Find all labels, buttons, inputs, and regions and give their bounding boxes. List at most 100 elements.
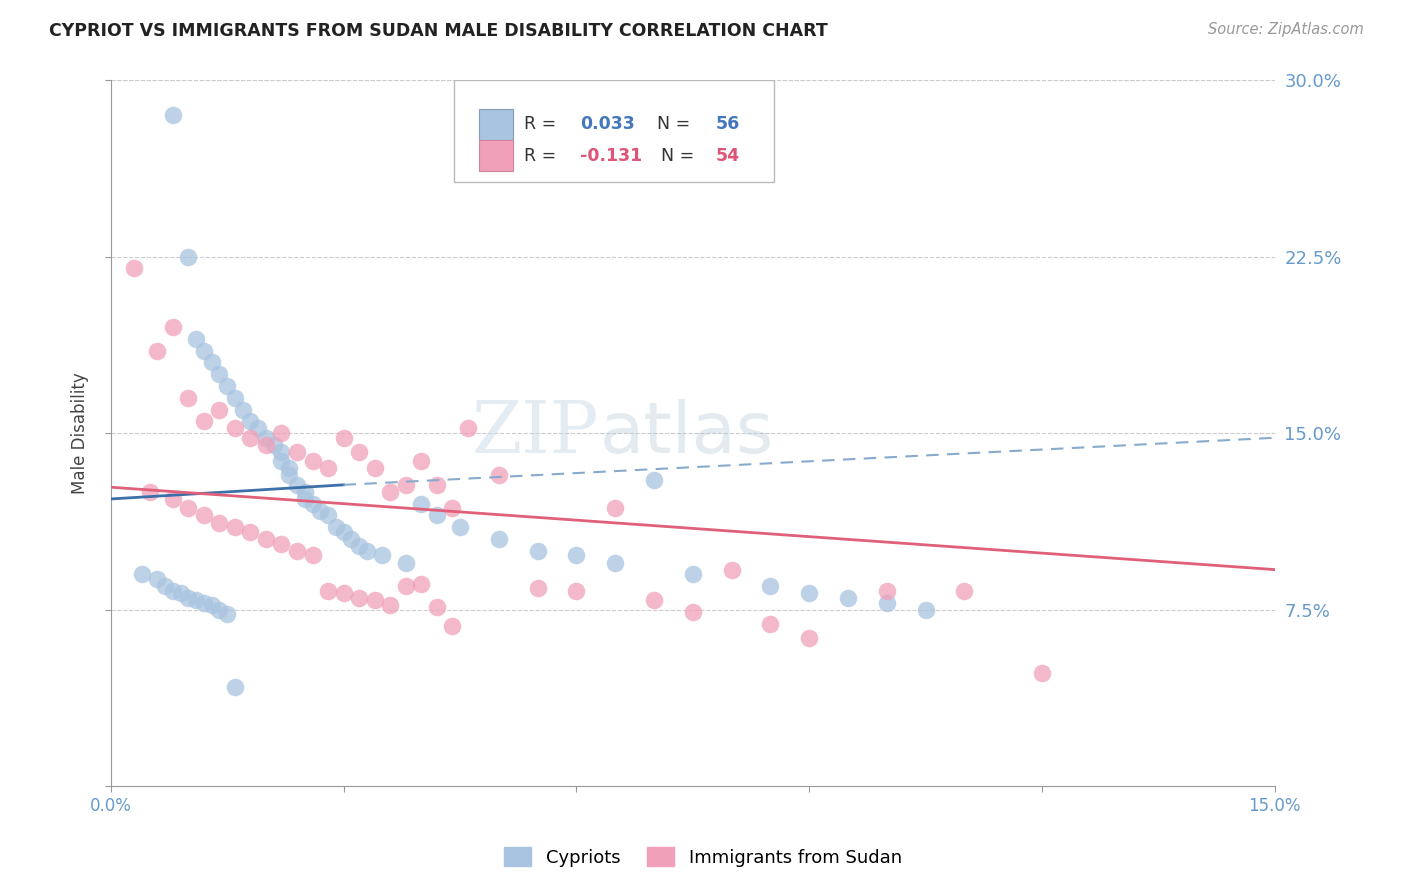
Point <box>208 602 231 616</box>
Point <box>193 414 215 428</box>
Point <box>488 532 510 546</box>
Point <box>332 586 354 600</box>
Point <box>457 421 479 435</box>
Point <box>441 501 464 516</box>
Legend: Cypriots, Immigrants from Sudan: Cypriots, Immigrants from Sudan <box>496 840 910 874</box>
Point <box>325 520 347 534</box>
Point <box>378 598 401 612</box>
Point <box>285 478 308 492</box>
Point <box>720 563 742 577</box>
Point <box>394 478 416 492</box>
Text: N =: N = <box>647 115 696 133</box>
Point <box>278 461 301 475</box>
Point <box>254 431 277 445</box>
Text: R =: R = <box>524 147 562 165</box>
Point <box>232 402 254 417</box>
Point <box>177 501 200 516</box>
Point <box>347 591 370 605</box>
Point <box>201 355 224 369</box>
Point <box>239 414 262 428</box>
Point <box>797 586 820 600</box>
Point <box>309 504 332 518</box>
Point <box>177 250 200 264</box>
Point <box>270 454 292 468</box>
Text: N =: N = <box>661 147 700 165</box>
Point <box>914 602 936 616</box>
Point <box>285 445 308 459</box>
Point <box>224 391 246 405</box>
Point <box>193 508 215 523</box>
Point <box>426 600 449 615</box>
Point <box>1031 666 1053 681</box>
Point <box>643 593 665 607</box>
Point <box>254 532 277 546</box>
Point <box>953 583 976 598</box>
Point <box>565 549 588 563</box>
Point <box>363 593 385 607</box>
Point <box>146 572 169 586</box>
Point <box>876 595 898 609</box>
Point <box>316 583 339 598</box>
Point <box>876 583 898 598</box>
Point <box>208 368 231 382</box>
Point <box>605 556 627 570</box>
Point <box>193 343 215 358</box>
Point <box>162 108 184 122</box>
Text: atlas: atlas <box>599 399 773 467</box>
Point <box>169 586 191 600</box>
Point <box>411 576 433 591</box>
Text: 56: 56 <box>716 115 740 133</box>
Point <box>449 520 471 534</box>
Point <box>411 497 433 511</box>
Point <box>441 619 464 633</box>
Point <box>201 598 224 612</box>
Point <box>193 595 215 609</box>
Point <box>488 468 510 483</box>
Point <box>759 579 782 593</box>
Point <box>177 591 200 605</box>
Point <box>184 332 207 346</box>
Text: CYPRIOT VS IMMIGRANTS FROM SUDAN MALE DISABILITY CORRELATION CHART: CYPRIOT VS IMMIGRANTS FROM SUDAN MALE DI… <box>49 22 828 40</box>
Point <box>378 484 401 499</box>
Point <box>239 431 262 445</box>
Text: ZIP: ZIP <box>472 398 599 468</box>
Point <box>177 391 200 405</box>
Point <box>316 461 339 475</box>
Point <box>682 605 704 619</box>
Point <box>301 497 323 511</box>
Text: 54: 54 <box>716 147 740 165</box>
Point <box>217 607 239 622</box>
Point <box>122 261 145 276</box>
Point <box>162 491 184 506</box>
Point <box>426 478 449 492</box>
Point <box>294 491 316 506</box>
Point <box>208 516 231 530</box>
Point <box>356 543 378 558</box>
Point <box>316 508 339 523</box>
Point <box>682 567 704 582</box>
Point <box>217 379 239 393</box>
Point <box>263 438 285 452</box>
Point <box>208 402 231 417</box>
Point <box>394 579 416 593</box>
Point <box>837 591 859 605</box>
Text: Source: ZipAtlas.com: Source: ZipAtlas.com <box>1208 22 1364 37</box>
FancyBboxPatch shape <box>478 140 513 171</box>
Point <box>565 583 588 598</box>
Point <box>162 320 184 334</box>
Point <box>426 508 449 523</box>
Point <box>239 524 262 539</box>
Point <box>270 537 292 551</box>
FancyBboxPatch shape <box>454 80 775 182</box>
Point <box>347 539 370 553</box>
Point <box>224 680 246 694</box>
Point <box>411 454 433 468</box>
Text: R =: R = <box>524 115 562 133</box>
Y-axis label: Male Disability: Male Disability <box>72 372 89 494</box>
Point <box>797 631 820 645</box>
Point <box>270 445 292 459</box>
Point <box>301 549 323 563</box>
Point <box>363 461 385 475</box>
Point <box>526 543 548 558</box>
Point <box>605 501 627 516</box>
